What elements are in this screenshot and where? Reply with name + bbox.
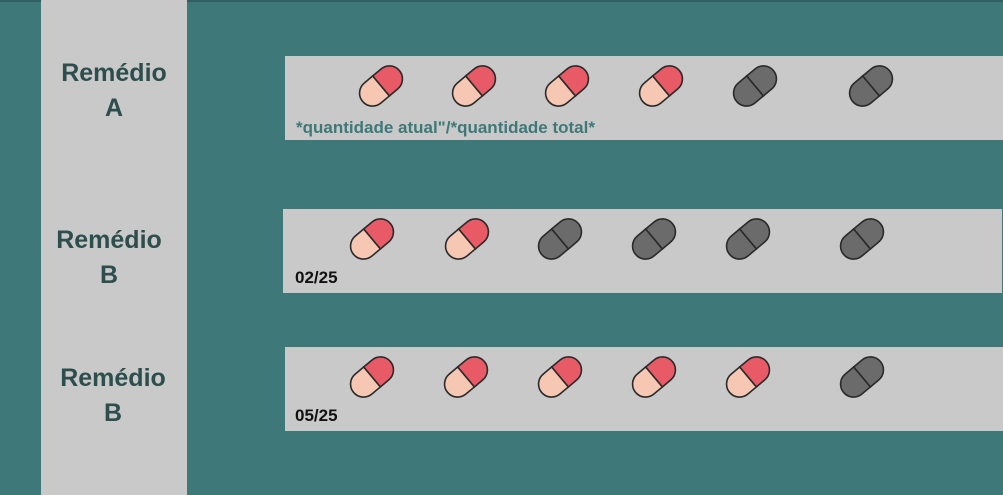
- capsule-icon-empty[interactable]: [630, 215, 678, 263]
- capsule-icon-full[interactable]: [543, 62, 591, 110]
- date-caption: 05/25: [295, 406, 338, 425]
- capsule-icon-empty[interactable]: [847, 62, 895, 110]
- medicine-letter: B: [99, 261, 119, 289]
- medicine-row-a: *quantidade atual"/*quantidade total*: [285, 56, 1003, 140]
- capsule-icon-full[interactable]: [450, 62, 498, 110]
- medicine-label-a[interactable]: Remédio A: [41, 56, 187, 126]
- medicine-row-b-2: 05/25: [285, 347, 1003, 431]
- medicine-letter: B: [103, 399, 123, 427]
- date-caption: 02/25: [295, 268, 338, 287]
- capsule-icon-full[interactable]: [348, 215, 396, 263]
- capsule-icon-empty[interactable]: [731, 62, 779, 110]
- medicine-letter: A: [104, 94, 124, 122]
- quantity-caption: *quantidade atual"/*quantidade total*: [296, 118, 595, 137]
- capsule-icon-full[interactable]: [536, 353, 584, 401]
- top-border: [0, 0, 1003, 2]
- capsule-icon-full[interactable]: [357, 62, 405, 110]
- capsule-icon-full[interactable]: [724, 353, 772, 401]
- capsule-icon-full[interactable]: [442, 353, 490, 401]
- medicine-row-b: 02/25: [283, 209, 1002, 293]
- capsule-icon-empty[interactable]: [724, 215, 772, 263]
- capsule-icon-full[interactable]: [348, 353, 396, 401]
- capsule-icon-empty[interactable]: [536, 215, 584, 263]
- capsule-icon-empty[interactable]: [838, 215, 886, 263]
- medicine-label-b-2[interactable]: Remédio B: [40, 361, 186, 431]
- sidebar: Remédio A Remédio B Remédio B: [41, 0, 187, 495]
- capsule-icon-full[interactable]: [630, 353, 678, 401]
- medicine-label-b[interactable]: Remédio B: [36, 223, 182, 293]
- medicine-name: Remédio: [61, 59, 167, 87]
- medicine-name: Remédio: [60, 364, 166, 392]
- capsule-icon-empty[interactable]: [838, 353, 886, 401]
- medicine-name: Remédio: [56, 226, 162, 254]
- capsule-icon-full[interactable]: [637, 62, 685, 110]
- capsule-icon-full[interactable]: [443, 215, 491, 263]
